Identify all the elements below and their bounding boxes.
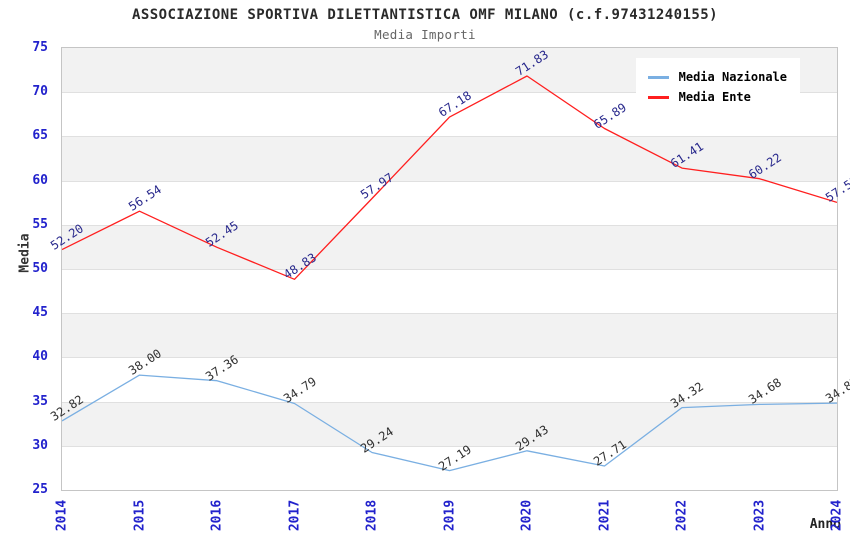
- series-line-media-nazionale: [62, 374, 837, 472]
- x-tick-label: 2022: [674, 499, 690, 532]
- grid-band: [62, 180, 837, 225]
- y-tick-label: 60: [32, 172, 48, 188]
- legend: Media Nazionale Media Ente: [635, 58, 800, 116]
- grid-band: [62, 269, 837, 314]
- chart-title: ASSOCIAZIONE SPORTIVA DILETTANTISTICA OM…: [132, 7, 718, 23]
- y-tick-label: 55: [32, 216, 48, 232]
- series-line-media-ente: [62, 75, 837, 280]
- x-tick-label: 2023: [752, 499, 767, 532]
- legend-label-media-nazionale: Media Nazionale: [678, 70, 787, 84]
- y-tick-label: 65: [32, 128, 48, 144]
- series-lines: [62, 75, 837, 472]
- legend-item-media-ente: Media Ente: [647, 87, 787, 107]
- x-tick-label: 2018: [364, 499, 380, 532]
- legend-item-media-nazionale: Media Nazionale: [647, 67, 787, 87]
- grid-line: [62, 92, 837, 94]
- x-axis-title: Anno: [809, 517, 841, 532]
- legend-line-swatch-nazionale: [647, 75, 669, 79]
- legend-line-swatch-ente: [647, 95, 669, 99]
- plot-area: 32.82 38.00 37.36 34.79 29.24 27.19 29.43 27.71…: [48, 47, 850, 491]
- x-tick-label: 2024: [829, 499, 845, 532]
- y-tick-label: 30: [32, 437, 48, 453]
- y-tick-label: 40: [32, 349, 48, 365]
- grid-line: [62, 224, 837, 226]
- chart-subtitle: Media Importi: [374, 27, 476, 42]
- y-tick-label: 35: [32, 393, 48, 409]
- grid-line: [62, 357, 837, 359]
- grid-band: [62, 313, 837, 358]
- grid-line: [62, 136, 837, 138]
- y-tick-label: 45: [32, 305, 48, 321]
- x-tick-label: 2015: [132, 499, 147, 532]
- legend-label-media-ente: Media Ente: [678, 90, 751, 104]
- y-tick-label: 25: [32, 482, 48, 497]
- grid-line: [62, 313, 837, 315]
- y-tick-label: 75: [32, 40, 48, 55]
- x-tick-label: 2016: [209, 499, 225, 532]
- grid-line: [62, 401, 837, 403]
- y-tick-label: 70: [32, 84, 48, 100]
- grid-band: [62, 401, 837, 446]
- x-tick-label: 2021: [597, 499, 612, 532]
- grid-band: [62, 445, 837, 490]
- grid-band: [62, 224, 837, 269]
- grid-band: [62, 136, 837, 181]
- x-tick-label: 2020: [519, 499, 535, 532]
- x-tick-label: 2014: [54, 499, 70, 532]
- grid-line: [62, 269, 837, 270]
- grid-line: [62, 445, 837, 447]
- x-tick-label: 2019: [442, 499, 457, 532]
- y-tick-label: 50: [32, 261, 48, 276]
- grid-line: [62, 180, 837, 182]
- x-tick-label: 2017: [287, 499, 302, 532]
